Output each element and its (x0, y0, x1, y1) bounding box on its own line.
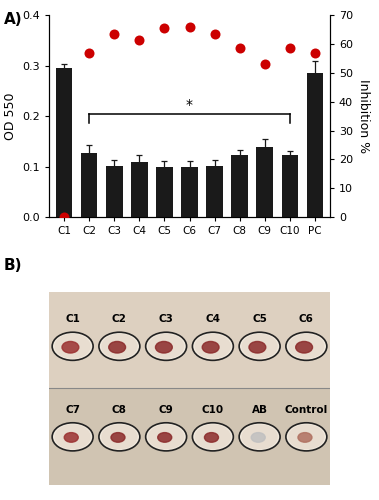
Circle shape (101, 334, 138, 358)
Circle shape (62, 342, 79, 353)
Circle shape (288, 334, 324, 358)
Text: Control: Control (285, 404, 328, 414)
Circle shape (64, 432, 78, 442)
Circle shape (204, 432, 218, 442)
Point (111, 30, 117, 38)
Bar (81, 152, 97, 218)
Bar (307, 73, 323, 218)
Circle shape (298, 432, 312, 442)
Y-axis label: Inhibition %: Inhibition % (357, 79, 370, 153)
Circle shape (148, 334, 184, 358)
Circle shape (55, 424, 91, 449)
Text: C2: C2 (112, 314, 127, 324)
Circle shape (155, 342, 172, 353)
Text: AB: AB (252, 404, 268, 414)
Circle shape (286, 332, 327, 360)
Circle shape (296, 342, 313, 353)
Point (262, 60, 268, 68)
Circle shape (193, 423, 233, 451)
Y-axis label: OD 550: OD 550 (4, 92, 17, 140)
Circle shape (109, 342, 125, 353)
Text: C4: C4 (205, 314, 220, 324)
Circle shape (202, 342, 219, 353)
Circle shape (241, 334, 278, 358)
Text: C1: C1 (65, 314, 80, 324)
Text: C5: C5 (252, 314, 267, 324)
Circle shape (288, 424, 324, 449)
Point (161, 24, 168, 32)
Bar (131, 162, 147, 218)
Text: C6: C6 (299, 314, 314, 324)
Point (287, 44, 293, 52)
Bar (106, 166, 122, 218)
Bar (49, 388, 330, 485)
Circle shape (148, 424, 184, 449)
Point (136, 36, 143, 44)
Circle shape (55, 334, 91, 358)
Text: A): A) (4, 12, 22, 28)
Point (312, 48, 318, 56)
Text: C10: C10 (202, 404, 224, 414)
Circle shape (99, 332, 140, 360)
Text: C8: C8 (112, 404, 127, 414)
Circle shape (239, 332, 280, 360)
Circle shape (193, 332, 233, 360)
Circle shape (249, 342, 266, 353)
Point (186, 22, 193, 30)
Bar (182, 167, 197, 218)
Circle shape (52, 423, 93, 451)
Text: *: * (186, 98, 193, 112)
Point (61, 214, 67, 222)
Text: C9: C9 (159, 404, 174, 414)
Bar (207, 166, 223, 218)
Circle shape (195, 424, 231, 449)
Circle shape (52, 332, 93, 360)
Circle shape (239, 423, 280, 451)
Text: C3: C3 (159, 314, 174, 324)
Circle shape (158, 432, 172, 442)
Bar (232, 154, 248, 218)
Circle shape (146, 332, 186, 360)
Bar (257, 147, 273, 218)
Circle shape (101, 424, 138, 449)
Circle shape (251, 432, 265, 442)
Text: C7: C7 (65, 404, 80, 414)
Circle shape (286, 423, 327, 451)
Circle shape (99, 423, 140, 451)
Circle shape (111, 432, 125, 442)
Bar (156, 166, 172, 218)
Circle shape (146, 423, 186, 451)
Text: B): B) (4, 258, 22, 272)
Bar (49, 292, 330, 388)
Point (236, 44, 243, 52)
Circle shape (195, 334, 231, 358)
Point (211, 30, 218, 38)
Bar (56, 68, 72, 218)
Bar (282, 154, 298, 218)
Point (86, 48, 92, 56)
Circle shape (241, 424, 278, 449)
